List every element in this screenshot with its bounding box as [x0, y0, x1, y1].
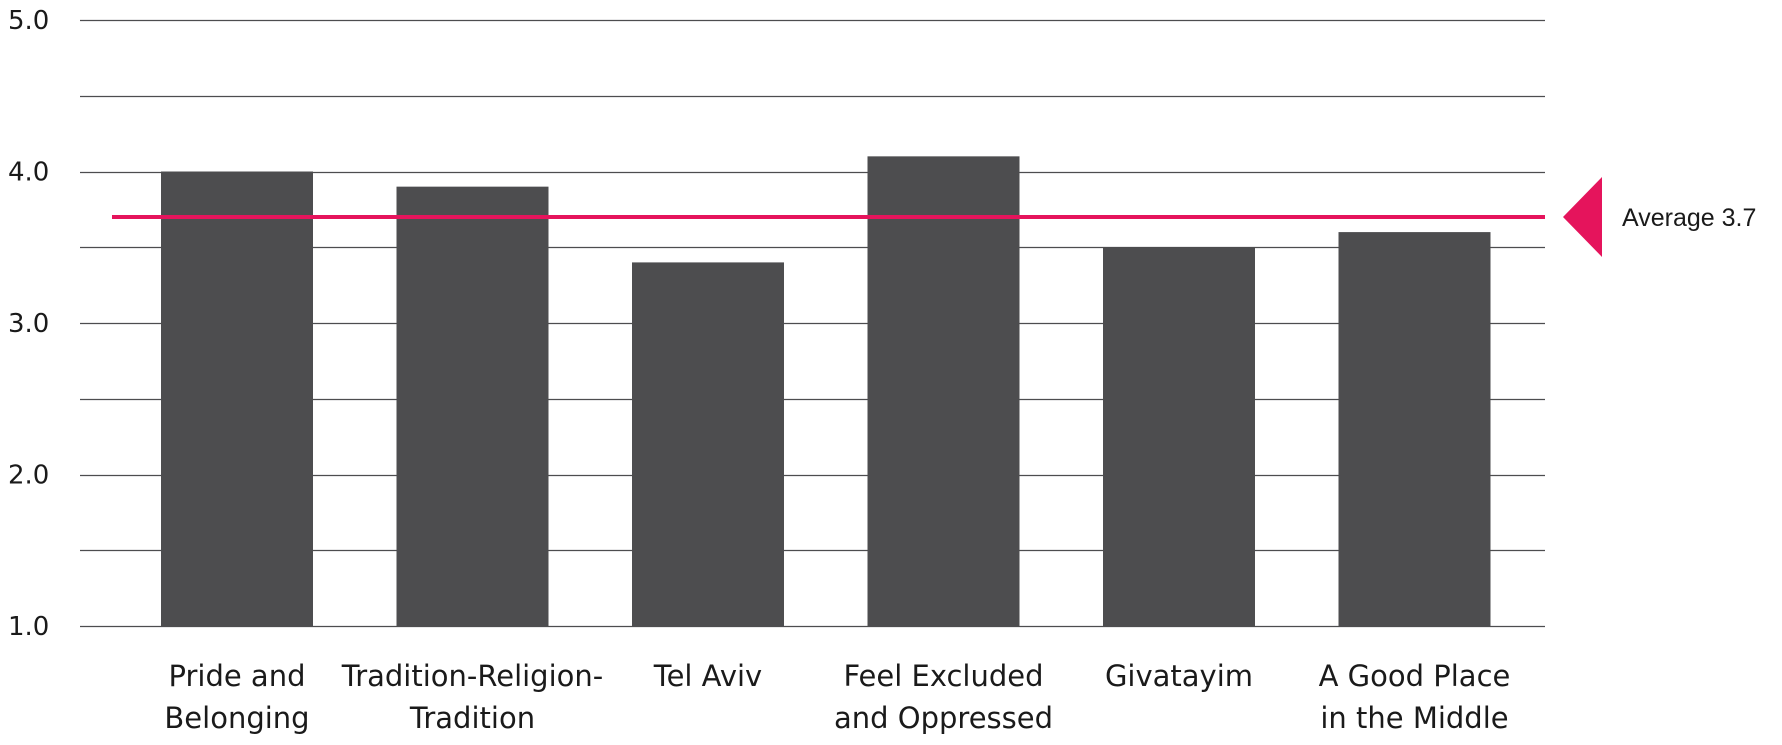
x-category-label: A Good Place in the Middle	[1319, 659, 1511, 735]
y-tick-label: 3.0	[8, 309, 49, 339]
gridlines	[80, 19, 1545, 628]
x-category-label: Tel Aviv	[653, 659, 762, 693]
x-category-label: Feel Excluded and Oppressed	[834, 659, 1053, 735]
bar	[161, 171, 313, 626]
y-tick-label: 1.0	[8, 612, 49, 642]
bar	[1338, 232, 1491, 626]
average-marker: Average 3.7	[112, 176, 1756, 257]
y-axis-ticks: 1.0 2.0 3.0 4.0 5.0	[8, 6, 49, 642]
x-category-label: Tradition-Religion-Tradition	[341, 659, 603, 735]
bar	[1103, 247, 1255, 626]
bars	[161, 156, 1491, 626]
y-tick-label: 4.0	[8, 158, 49, 188]
bar	[396, 186, 549, 626]
bar	[632, 262, 784, 626]
y-tick-label: 2.0	[8, 461, 49, 491]
x-axis-labels: Pride and Belonging Tradition-Religion-Tra…	[164, 659, 1510, 735]
x-category-label: Pride and Belonging	[164, 659, 309, 735]
bar	[867, 156, 1020, 626]
y-tick-label: 5.0	[8, 6, 49, 36]
average-label: Average 3.7	[1622, 204, 1756, 232]
average-pointer-icon	[1563, 176, 1602, 257]
x-category-label: Givatayim	[1105, 659, 1253, 693]
